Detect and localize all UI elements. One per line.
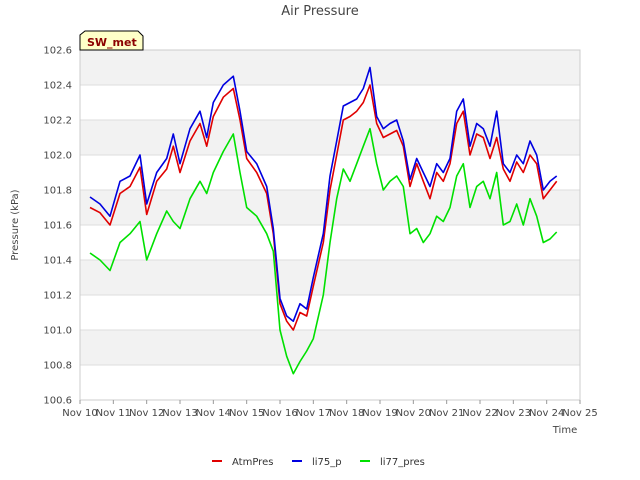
x-tick-label: Nov 22 [462, 408, 497, 419]
plot-band [80, 295, 580, 330]
legend: AtmPres li75_p li77_pres [212, 457, 425, 468]
series-line-li75-p [89, 66, 558, 323]
x-tick-label: Nov 14 [196, 408, 231, 419]
y-tick-label: 101.0 [43, 326, 72, 337]
legend-label: AtmPres [232, 457, 273, 468]
series-line-li77-pres [89, 127, 558, 375]
y-axis-title: Pressure (kPa) [10, 189, 21, 260]
y-tick-label: 102.2 [43, 116, 72, 127]
site-badge-box [79, 30, 144, 51]
site-label: SW_met [87, 36, 137, 49]
x-tick-label: Nov 19 [362, 408, 397, 419]
plot-band [80, 85, 580, 120]
x-tick-label: Nov 17 [296, 408, 331, 419]
x-tick-label: Nov 15 [229, 408, 264, 419]
plot-band [80, 120, 580, 155]
plot-band [80, 50, 580, 85]
x-tick-label: Nov 18 [329, 408, 364, 419]
x-tick-label: Nov 23 [496, 408, 531, 419]
series-line-atmpres [89, 84, 558, 331]
y-axis-ticks: 100.6 100.8 101.0 101.2 101.4 101.6 101.8 102.0… [43, 46, 72, 407]
x-tick-label: Nov 24 [529, 408, 564, 419]
series-layer [89, 66, 558, 375]
x-tick-label: Nov 21 [429, 408, 464, 419]
x-tick-label: Nov 20 [396, 408, 431, 419]
plot-band [80, 365, 580, 400]
y-tick-label: 101.8 [43, 186, 72, 197]
y-tick-label: 102.6 [43, 46, 72, 57]
chart-title: Air Pressure [281, 4, 359, 19]
plot-band [80, 260, 580, 295]
x-tick-label: Nov 16 [262, 408, 297, 419]
y-tick-label: 100.6 [43, 396, 72, 407]
y-tick-label: 101.2 [43, 291, 72, 302]
x-tick-label: Nov 25 [562, 408, 597, 419]
x-tick-label: Nov 13 [162, 408, 197, 419]
y-tick-label: 101.6 [43, 221, 72, 232]
x-tick-label: Nov 11 [96, 408, 131, 419]
x-axis-title: Time [552, 425, 577, 436]
legend-label: li77_pres [380, 457, 425, 468]
legend-label: li75_p [312, 457, 342, 468]
plot-frame [79, 49, 581, 401]
y-tick-label: 100.8 [43, 361, 72, 372]
y-tick-label: 102.4 [43, 81, 72, 92]
plot-band [80, 330, 580, 365]
site-badge: SW_met [79, 30, 144, 51]
y-tick-label: 102.0 [43, 151, 72, 162]
y-tick-label: 101.4 [43, 256, 72, 267]
x-tick-label: Nov 10 [62, 408, 97, 419]
x-tick-label: Nov 12 [129, 408, 164, 419]
plot-bands [80, 50, 580, 400]
